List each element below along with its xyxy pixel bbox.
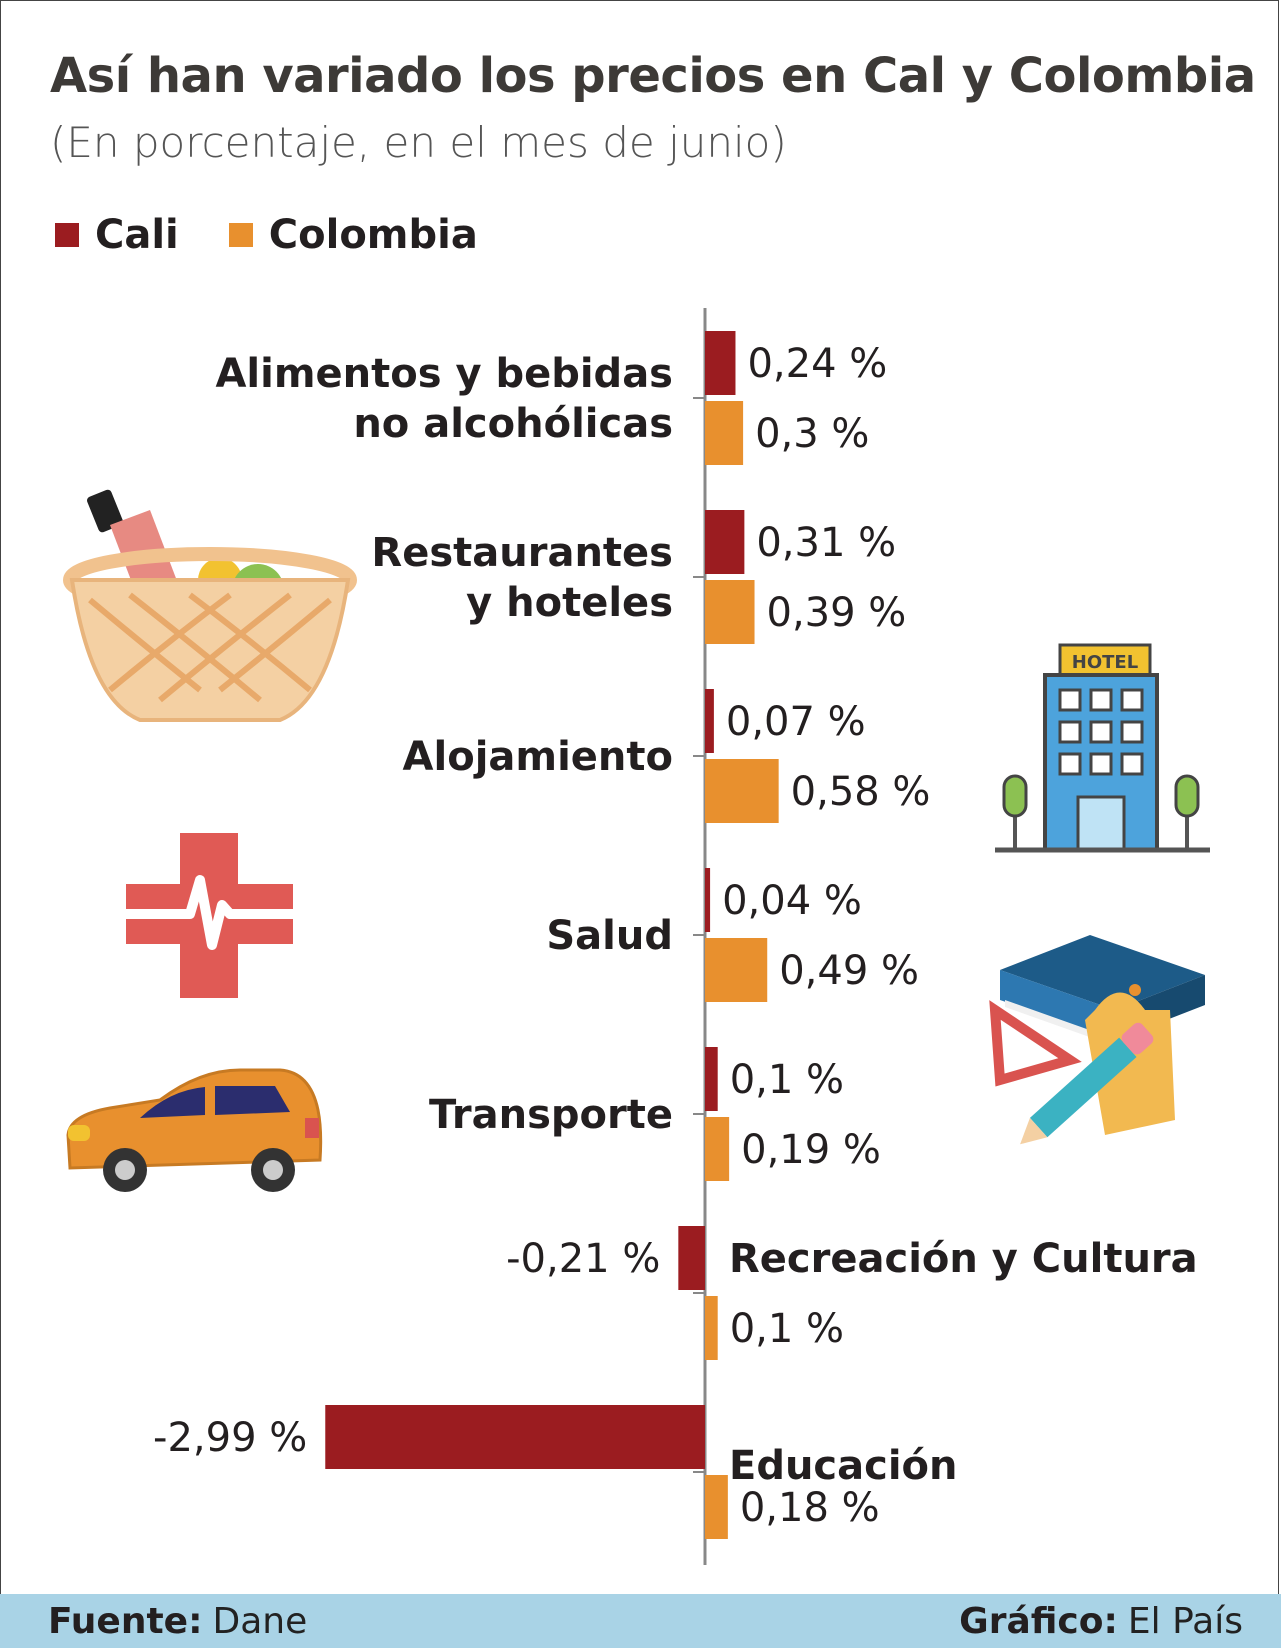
value-label-colombia-transporte: 0,19 %	[741, 1127, 881, 1173]
footer: Fuente: Dane Gráfico: El País	[0, 1594, 1281, 1648]
source-label: Fuente:	[48, 1600, 203, 1642]
value-label-colombia-recreacion-y-cultura: 0,1 %	[730, 1306, 844, 1352]
bar-colombia-recreacion-y-cultura	[705, 1296, 718, 1360]
bar-colombia-alimentos-y-bebidas-no-alcoholicas	[705, 401, 744, 465]
value-label-colombia-educacion: 0,18 %	[740, 1485, 880, 1531]
value-label-colombia-alojamiento: 0,58 %	[791, 769, 931, 815]
value-label-cali-educacion: -2,99 %	[153, 1415, 307, 1461]
value-label-cali-alojamiento: 0,07 %	[726, 699, 866, 745]
bar-colombia-transporte	[705, 1117, 730, 1181]
source-credit: Fuente: Dane	[48, 1601, 307, 1642]
books-icon	[989, 935, 1205, 1145]
bar-cali-alimentos-y-bebidas-no-alcoholicas	[705, 331, 736, 395]
legend-swatch-cali	[55, 223, 79, 247]
health-cross-icon	[126, 833, 293, 998]
chart-subtitle: (En porcentaje, en el mes de junio)	[50, 118, 787, 167]
source-value: Dane	[212, 1600, 308, 1642]
bar-colombia-restaurantes-y-hoteles	[705, 580, 755, 644]
legend: Cali Colombia	[55, 212, 528, 258]
category-label-restaurantes-y-hoteles: Restaurantes	[371, 530, 673, 576]
bar-cali-transporte	[705, 1047, 718, 1111]
category-label-transporte: Transporte	[429, 1092, 673, 1138]
value-label-colombia-restaurantes-y-hoteles: 0,39 %	[767, 590, 907, 636]
legend-label-cali: Cali	[95, 212, 179, 258]
legend-swatch-colombia	[228, 223, 253, 247]
category-label-restaurantes-y-hoteles: y hoteles	[466, 580, 673, 626]
bar-colombia-educacion	[705, 1475, 728, 1539]
car-icon	[66, 1068, 323, 1192]
hotel-sign-text: HOTEL	[1072, 652, 1138, 673]
bar-cali-recreacion-y-cultura	[678, 1226, 705, 1290]
value-label-cali-salud: 0,04 %	[722, 878, 862, 924]
basket-icon	[63, 489, 357, 722]
chart-title: Así han variado los precios en Cal y Col…	[50, 48, 1256, 104]
category-label-alojamiento: Alojamiento	[403, 734, 673, 780]
category-label-educacion: Educación	[729, 1443, 958, 1489]
category-label-salud: Salud	[546, 913, 673, 959]
legend-item-cali: Cali	[55, 212, 179, 258]
credit-value: El País	[1127, 1600, 1243, 1642]
value-label-colombia-alimentos-y-bebidas-no-alcoholicas: 0,3 %	[755, 411, 869, 457]
value-label-cali-alimentos-y-bebidas-no-alcoholicas: 0,24 %	[747, 341, 887, 387]
bar-cali-restaurantes-y-hoteles	[705, 510, 745, 574]
legend-item-colombia: Colombia	[228, 212, 478, 258]
hotel-icon: HOTEL	[995, 643, 1210, 853]
category-label-alimentos-y-bebidas-no-alcoholicas: Alimentos y bebidas	[215, 351, 673, 397]
bar-colombia-salud	[705, 938, 768, 1002]
credit-label: Gráfico:	[959, 1600, 1118, 1642]
value-label-cali-restaurantes-y-hoteles: 0,31 %	[756, 520, 896, 566]
bar-cali-alojamiento	[705, 689, 714, 753]
graphic-credit: Gráfico: El País	[959, 1601, 1243, 1642]
bar-cali-salud	[705, 868, 711, 932]
legend-label-colombia: Colombia	[268, 212, 478, 258]
value-label-cali-transporte: 0,1 %	[730, 1057, 844, 1103]
bar-colombia-alojamiento	[705, 759, 779, 823]
value-label-colombia-salud: 0,49 %	[779, 948, 919, 994]
bar-cali-educacion	[325, 1405, 705, 1469]
category-label-recreacion-y-cultura: Recreación y Cultura	[729, 1236, 1198, 1282]
value-label-cali-recreacion-y-cultura: -0,21 %	[506, 1236, 660, 1282]
category-label-alimentos-y-bebidas-no-alcoholicas: no alcohólicas	[353, 401, 673, 447]
bar-chart: HOTEL	[63, 308, 1210, 1565]
